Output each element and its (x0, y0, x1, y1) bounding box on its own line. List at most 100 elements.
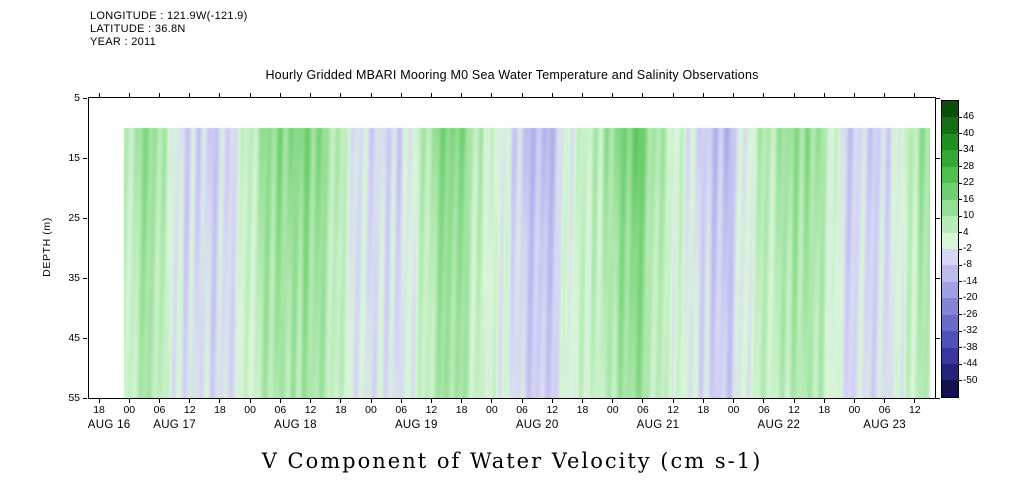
y-tick-label: 35 (68, 272, 80, 284)
y-tick-right (936, 97, 940, 99)
x-hour-label: 12 (425, 404, 438, 416)
y-tick-left (83, 397, 87, 399)
x-hour-label: 18 (93, 404, 105, 416)
colorbar-tick (959, 281, 962, 283)
colorbar-tick (959, 363, 962, 365)
x-date-label: AUG 18 (274, 419, 317, 431)
x-hour-label: 12 (546, 404, 559, 416)
x-tick-bottom (823, 399, 825, 403)
colorbar-segment (942, 380, 958, 397)
y-tick-left (83, 97, 87, 99)
x-tick-bottom (249, 399, 251, 403)
colorbar-label: 46 (963, 111, 975, 123)
x-hour-label: 06 (878, 404, 891, 416)
colorbar-tick (959, 199, 962, 201)
x-tick-bottom (612, 399, 614, 403)
colorbar-segment (942, 298, 958, 315)
x-tick-bottom (672, 399, 674, 403)
x-tick-top (823, 93, 825, 97)
x-date-label: AUG 16 (87, 419, 131, 431)
x-tick-top (430, 93, 432, 97)
y-tick-right (936, 157, 940, 159)
x-hour-label: 00 (486, 404, 498, 416)
colorbar-tick (959, 215, 962, 217)
y-tick-label: 45 (68, 332, 80, 344)
colorbar-segment (942, 101, 958, 118)
colorbar-label: -8 (963, 259, 972, 271)
colorbar-segment (942, 183, 958, 200)
x-hour-label: 00 (244, 404, 256, 416)
x-tick-top (884, 93, 886, 97)
colorbar-tick (959, 232, 962, 234)
x-tick-top (159, 93, 160, 97)
x-date-label: AUG 21 (636, 419, 680, 431)
x-tick-bottom (279, 399, 281, 403)
colorbar-tick (959, 347, 962, 349)
x-hour-label: 12 (909, 404, 921, 416)
colorbar-segment (942, 281, 958, 299)
colorbar-label: 34 (963, 144, 975, 156)
x-hour-label: 18 (334, 404, 347, 416)
x-tick-bottom (189, 399, 191, 403)
x-hour-label: 06 (637, 404, 649, 416)
x-tick-bottom (884, 399, 886, 403)
colorbar-segment (942, 248, 958, 266)
x-tick-top (642, 93, 644, 97)
colorbar-segment (942, 150, 958, 167)
x-tick-top (340, 93, 342, 97)
x-tick-bottom (521, 399, 523, 403)
x-tick-bottom (219, 399, 221, 403)
x-tick-top (793, 93, 795, 97)
x-tick-top (672, 93, 674, 97)
x-tick-bottom (793, 399, 795, 403)
y-tick-right (936, 397, 940, 399)
colorbar-segment (942, 314, 958, 332)
x-hour-label: 00 (848, 404, 861, 416)
colorbar-label: 4 (963, 226, 969, 238)
x-tick-bottom (914, 399, 916, 403)
x-tick-top (219, 93, 221, 97)
x-hour-label: 00 (606, 404, 619, 416)
colorbar-segment (942, 199, 958, 217)
x-tick-bottom (370, 399, 372, 403)
y-tick-left (83, 337, 87, 339)
x-tick-top (551, 93, 553, 97)
bottom-title: V Component of Water Velocity (cm s-1) (261, 449, 763, 473)
x-hour-label: 06 (274, 404, 287, 416)
x-tick-top (853, 93, 855, 97)
colorbar-segment (942, 265, 958, 282)
x-hour-label: 18 (818, 404, 831, 416)
x-tick-top (491, 93, 493, 97)
x-tick-bottom (400, 399, 402, 403)
y-tick-label: 15 (68, 152, 80, 164)
colorbar-segment (942, 166, 958, 184)
colorbar-tick (959, 149, 962, 151)
x-tick-bottom (491, 399, 493, 403)
colorbar-label: 22 (963, 177, 975, 189)
colorbar-tick (959, 380, 962, 382)
colorbar-segment (942, 331, 958, 348)
x-tick-top (189, 93, 191, 97)
x-tick-bottom (582, 399, 583, 403)
colorbar-segment (942, 117, 958, 134)
colorbar-tick (959, 133, 962, 135)
colorbar-segment (942, 364, 958, 381)
year-label: YEAR : 2011 (90, 36, 157, 48)
x-tick-bottom (430, 399, 432, 403)
x-tick-top (310, 93, 312, 97)
colorbar-label: -26 (963, 308, 978, 320)
colorbar-segment (942, 347, 958, 364)
y-tick-left (83, 157, 87, 159)
x-hour-label: 06 (153, 404, 166, 416)
colorbar-tick (959, 166, 962, 168)
x-tick-bottom (551, 399, 553, 403)
x-hour-label: 18 (576, 404, 589, 416)
colorbar-label: 40 (963, 127, 975, 139)
y-tick-right (936, 217, 940, 219)
x-tick-bottom (461, 399, 463, 403)
y-tick-left (83, 217, 87, 219)
x-tick-top (370, 93, 372, 97)
x-hour-label: 06 (516, 404, 528, 416)
x-tick-top (279, 93, 281, 97)
x-date-label: AUG 22 (757, 419, 801, 431)
